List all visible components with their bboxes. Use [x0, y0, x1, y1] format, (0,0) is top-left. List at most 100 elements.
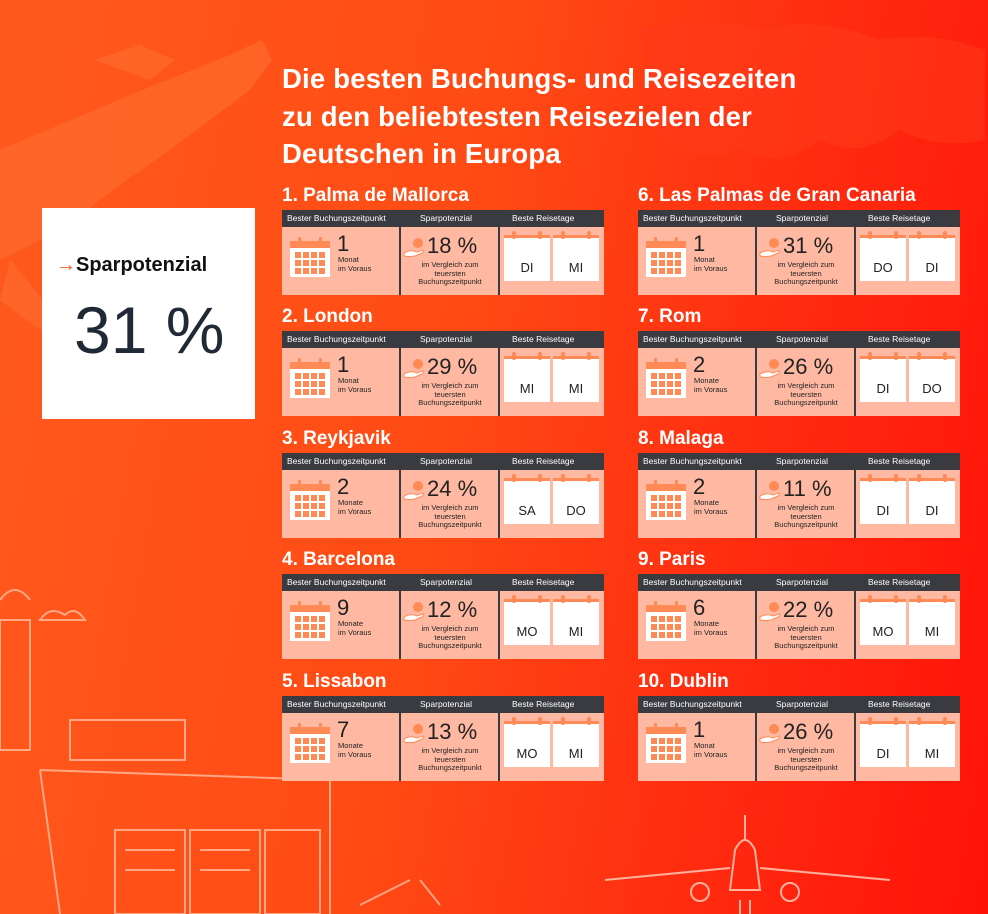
header-booking: Bester Buchungszeitpunkt [287, 334, 386, 344]
header-booking: Bester Buchungszeitpunkt [643, 213, 742, 223]
travel-day-label: MI [568, 746, 584, 761]
travel-day-1: MO [504, 717, 550, 767]
airport-outline-icon [0, 589, 441, 914]
travel-day-2: MI [553, 231, 599, 281]
divider [399, 348, 401, 416]
destination-card: 2. London Bester Buchungszeitpunkt Sparp… [282, 306, 604, 416]
savings-comparison: im Vergleich zum teuersten Buchungszeitp… [418, 624, 482, 650]
coin-hand-icon [759, 481, 781, 500]
travel-day-2: DI [909, 474, 955, 524]
header-savings: Sparpotenzial [420, 699, 472, 709]
travel-day-label: MI [568, 260, 584, 275]
destination-name: 9. Paris [638, 549, 706, 570]
travel-day-label: MI [568, 381, 584, 396]
divider [498, 591, 500, 659]
savings-comparison: im Vergleich zum teuersten Buchungszeitp… [418, 503, 482, 529]
header-booking: Bester Buchungszeitpunkt [287, 699, 386, 709]
divider [854, 470, 856, 538]
coin-hand-icon [403, 238, 425, 257]
card-header-bar: Bester Buchungszeitpunkt Sparpotenzial B… [638, 331, 960, 348]
divider [854, 348, 856, 416]
destination-card: 5. Lissabon Bester Buchungszeitpunkt Spa… [282, 671, 604, 781]
travel-day-1: DI [860, 474, 906, 524]
travel-day-1: DO [860, 231, 906, 281]
divider [755, 713, 757, 781]
header-savings: Sparpotenzial [776, 699, 828, 709]
travel-day-label: DI [876, 746, 890, 761]
card-header-bar: Bester Buchungszeitpunkt Sparpotenzial B… [282, 210, 604, 227]
travel-day-label: DI [876, 503, 890, 518]
divider [498, 470, 500, 538]
calendar-icon [290, 237, 330, 277]
calendar-icon [646, 723, 686, 763]
travel-day-label: MO [872, 624, 894, 639]
booking-unit: Monate im Voraus [338, 619, 372, 637]
savings-comparison: im Vergleich zum teuersten Buchungszeitp… [774, 381, 838, 407]
savings-comparison: im Vergleich zum teuersten Buchungszeitp… [418, 381, 482, 407]
destination-name: 8. Malaga [638, 428, 724, 449]
destination-name: 7. Rom [638, 306, 702, 327]
travel-day-label: DI [520, 260, 534, 275]
card-body: 2 Monate im Voraus 24 % im Vergleich zum… [282, 470, 604, 538]
divider [854, 713, 856, 781]
card-header-bar: Bester Buchungszeitpunkt Sparpotenzial B… [638, 574, 960, 591]
divider [498, 227, 500, 295]
calendar-icon [290, 480, 330, 520]
travel-day-1: DI [860, 352, 906, 402]
booking-unit: Monate im Voraus [338, 741, 372, 759]
divider [399, 591, 401, 659]
booking-months: 1 [337, 231, 350, 256]
booking-months: 1 [693, 231, 706, 256]
header-days: Beste Reisetage [868, 699, 931, 709]
destination-card: 4. Barcelona Bester Buchungszeitpunkt Sp… [282, 549, 604, 659]
header-savings: Sparpotenzial [420, 456, 472, 466]
header-booking: Bester Buchungszeitpunkt [287, 577, 386, 587]
header-savings: Sparpotenzial [776, 334, 828, 344]
divider [399, 227, 401, 295]
booking-months: 2 [693, 474, 706, 499]
destination-name: 2. London [282, 306, 373, 327]
card-header-bar: Bester Buchungszeitpunkt Sparpotenzial B… [282, 453, 604, 470]
coin-hand-icon [759, 724, 781, 743]
header-days: Beste Reisetage [868, 213, 931, 223]
travel-day-1: SA [504, 474, 550, 524]
divider [755, 591, 757, 659]
booking-months: 2 [693, 352, 706, 377]
card-body: 1 Monat im Voraus 18 % im Vergleich zum … [282, 227, 604, 295]
travel-day-2: MI [909, 595, 955, 645]
header-booking: Bester Buchungszeitpunkt [643, 699, 742, 709]
booking-unit: Monat im Voraus [694, 255, 728, 273]
card-body: 2 Monate im Voraus 11 % im Vergleich zum… [638, 470, 960, 538]
savings-highlight-value: 31 % [74, 293, 225, 367]
destination-name: 1. Palma de Mallorca [282, 185, 469, 206]
travel-day-2: MI [553, 717, 599, 767]
plane-front-icon [604, 815, 891, 914]
travel-day-label: SA [518, 503, 536, 518]
coin-hand-icon [403, 481, 425, 500]
travel-day-2: DI [909, 231, 955, 281]
header-savings: Sparpotenzial [420, 213, 472, 223]
travel-day-label: MI [568, 624, 584, 639]
header-booking: Bester Buchungszeitpunkt [287, 456, 386, 466]
savings-percent: 11 % [783, 476, 832, 501]
card-header-bar: Bester Buchungszeitpunkt Sparpotenzial B… [638, 696, 960, 713]
destination-name: 4. Barcelona [282, 549, 395, 570]
destination-name: 10. Dublin [638, 671, 729, 692]
travel-day-1: MO [860, 595, 906, 645]
title-line: Die besten Buchungs- und Reisezeiten [282, 63, 797, 94]
card-body: 9 Monate im Voraus 12 % im Vergleich zum… [282, 591, 604, 659]
booking-months: 6 [693, 595, 706, 620]
booking-unit: Monat im Voraus [694, 741, 728, 759]
travel-day-2: DO [553, 474, 599, 524]
header-booking: Bester Buchungszeitpunkt [643, 577, 742, 587]
booking-months: 1 [693, 717, 706, 742]
travel-day-label: DI [876, 381, 890, 396]
savings-percent: 26 % [783, 354, 834, 379]
travel-day-label: DI [925, 260, 939, 275]
calendar-icon [290, 358, 330, 398]
travel-day-label: MI [924, 624, 940, 639]
coin-hand-icon [403, 359, 425, 378]
coin-hand-icon [759, 602, 781, 621]
booking-unit: Monate im Voraus [694, 619, 728, 637]
